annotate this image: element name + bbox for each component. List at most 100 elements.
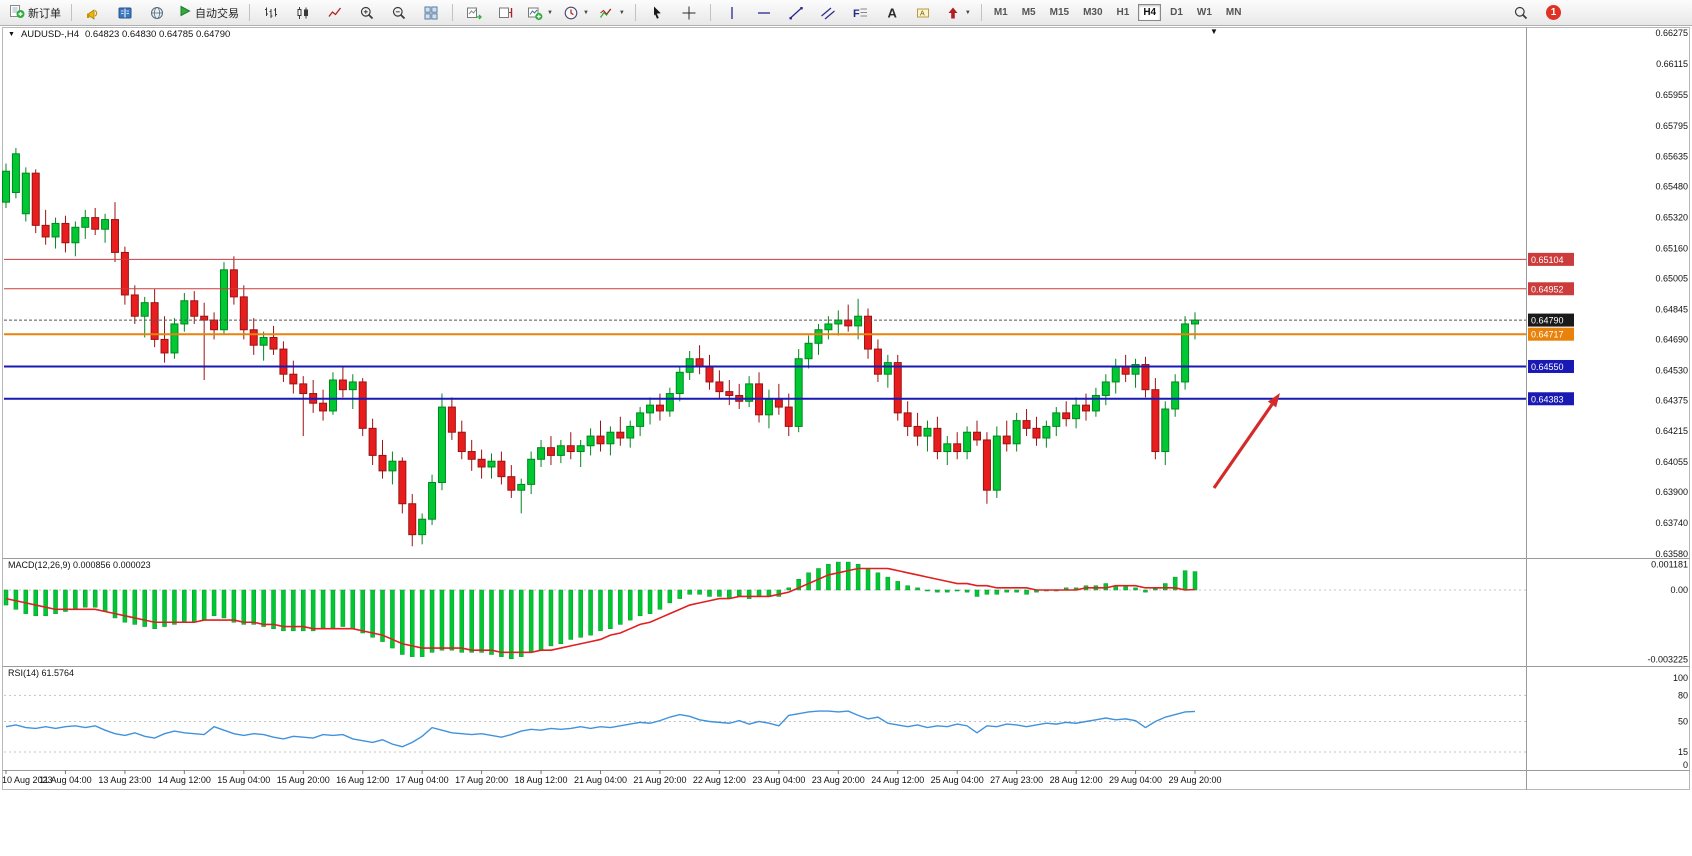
horizontal-line-icon[interactable] — [749, 2, 779, 24]
svg-text:F: F — [853, 8, 860, 20]
separator — [249, 4, 250, 21]
price-tag — [1528, 282, 1574, 296]
separator — [709, 4, 711, 21]
new-order-icon — [9, 3, 25, 22]
price-tag-label: 0.65104 — [1531, 255, 1564, 265]
price-tag-label: 0.64383 — [1531, 394, 1564, 404]
megaphone-icon[interactable] — [78, 2, 108, 24]
chart-title: ▼ AUDUSD-,H4 0.64823 0.64830 0.64785 0.6… — [8, 29, 230, 40]
time-axis-label: 10 Aug 2023 — [2, 775, 53, 785]
cursor-icon[interactable] — [642, 2, 672, 24]
trend-arrow-head — [1267, 393, 1280, 408]
trend-arrow-annotation[interactable] — [1212, 403, 1274, 489]
ohlc-bars-icon[interactable] — [256, 2, 286, 24]
macd-axis-label: 0.00 — [1670, 585, 1688, 595]
new-order-button[interactable]: 新订单 — [5, 2, 65, 24]
time-axis-label: 28 Aug 12:00 — [1050, 775, 1103, 785]
macd-axis-label: -0.003225 — [1647, 654, 1688, 664]
time-axis-label: 23 Aug 20:00 — [812, 775, 865, 785]
time-axis-label: 18 Aug 12:00 — [515, 775, 568, 785]
timeframe-m5-button[interactable]: M5 — [1021, 7, 1036, 18]
timeframe-w1-button[interactable]: W1 — [1196, 7, 1212, 18]
notification-badge[interactable]: 1 — [1546, 5, 1561, 20]
price-axis-label: 0.64530 — [1655, 365, 1688, 375]
zoom-in-icon[interactable] — [352, 2, 382, 24]
zoom-out-icon[interactable] — [384, 2, 414, 24]
price-tag-label: 0.64717 — [1531, 330, 1564, 340]
time-axis-label: 16 Aug 12:00 — [336, 775, 389, 785]
price-tag-label: 0.64952 — [1531, 284, 1564, 294]
timeframe-h4-button[interactable]: H4 — [1138, 4, 1162, 21]
separator — [452, 4, 453, 21]
price-axis-label: 0.66275 — [1655, 28, 1688, 38]
new-chart-button[interactable]: ▼ — [523, 2, 557, 24]
time-axis-label: 29 Aug 04:00 — [1109, 775, 1162, 785]
timeframe-mn-button[interactable]: MN — [1225, 7, 1242, 18]
price-axis-label: 0.65005 — [1655, 274, 1688, 284]
auto-trading-button[interactable]: 自动交易 — [174, 2, 243, 24]
trendline-icon[interactable] — [781, 2, 811, 24]
candlestick-chart-icon[interactable] — [288, 2, 318, 24]
chevron-down-icon: ▼ — [618, 9, 625, 16]
price-tag — [1528, 359, 1574, 373]
macd-histogram — [3, 561, 1198, 660]
chevron-down-icon: ▼ — [582, 9, 589, 16]
rsi-axis-label: 80 — [1678, 690, 1688, 700]
svg-text:A: A — [887, 5, 897, 20]
text-icon[interactable]: A — [877, 2, 907, 24]
time-axis-label: 21 Aug 20:00 — [633, 775, 686, 785]
price-tag — [1528, 392, 1574, 406]
periods-button[interactable]: ▼ — [559, 2, 593, 24]
price-axis-label: 0.65795 — [1655, 121, 1688, 131]
line-chart-icon[interactable] — [320, 2, 350, 24]
channel-icon[interactable] — [813, 2, 843, 24]
time-axis-label: 14 Aug 12:00 — [158, 775, 211, 785]
chart-shift-icon[interactable] — [491, 2, 521, 24]
rsi-axis-label: 50 — [1678, 717, 1688, 727]
timeframe-m15-button[interactable]: M15 — [1049, 7, 1070, 18]
rsi-axis-label: 0 — [1683, 760, 1688, 770]
price-tag — [1528, 327, 1574, 341]
price-axis-label: 0.65320 — [1655, 213, 1688, 223]
price-axis-label: 0.64055 — [1655, 457, 1688, 467]
time-axis-label: 17 Aug 20:00 — [455, 775, 508, 785]
separator — [71, 4, 72, 21]
price-axis-label: 0.65635 — [1655, 152, 1688, 162]
toolbar: 新订单 自动交易 ▼ ▼ ▼ F A A ▼ M1 M5 M15 M30 H1 … — [0, 0, 1692, 26]
price-axis-label: 0.63740 — [1655, 518, 1688, 528]
globe-icon[interactable] — [142, 2, 172, 24]
timeframe-m30-button[interactable]: M30 — [1083, 7, 1103, 18]
macd-indicator-label: MACD(12,26,9) 0.000856 0.000023 — [8, 560, 151, 570]
fibonacci-icon[interactable]: F — [845, 2, 875, 24]
chevron-down-icon: ▼ — [964, 9, 971, 16]
price-axis-label: 0.63580 — [1655, 549, 1688, 559]
price-axis-label: 0.65160 — [1655, 244, 1688, 254]
crosshair-icon[interactable] — [674, 2, 704, 24]
time-axis-label: 24 Aug 12:00 — [871, 775, 924, 785]
time-axis[interactable] — [4, 770, 1526, 790]
timeframe-d1-button[interactable]: D1 — [1170, 7, 1183, 18]
vertical-line-icon[interactable] — [717, 2, 747, 24]
price-axis-label: 0.65480 — [1655, 182, 1688, 192]
quick-trade-toggle-icon[interactable]: ▼ — [8, 31, 15, 38]
play-icon — [178, 4, 192, 21]
rsi-line — [5, 710, 1196, 748]
auto-scroll-icon[interactable] — [459, 2, 489, 24]
timeframe-h1-button[interactable]: H1 — [1116, 7, 1130, 18]
text-label-icon[interactable]: A — [909, 2, 939, 24]
rsi-axis-label: 15 — [1678, 747, 1688, 757]
tile-windows-icon[interactable] — [416, 2, 446, 24]
macd-signal-line — [5, 567, 1196, 654]
time-axis-label: 17 Aug 04:00 — [396, 775, 449, 785]
timeframe-m1-button[interactable]: M1 — [993, 7, 1008, 18]
market-book-icon[interactable] — [110, 2, 140, 24]
arrows-button[interactable]: ▼ — [941, 2, 975, 24]
indicators-button[interactable]: ▼ — [595, 2, 629, 24]
price-axis-label: 0.66115 — [1656, 59, 1688, 69]
price-axis[interactable] — [1527, 27, 1692, 790]
search-icon[interactable] — [1506, 2, 1536, 24]
separator — [634, 4, 636, 21]
time-axis-label: 21 Aug 04:00 — [574, 775, 627, 785]
time-axis-label: 29 Aug 20:00 — [1168, 775, 1221, 785]
